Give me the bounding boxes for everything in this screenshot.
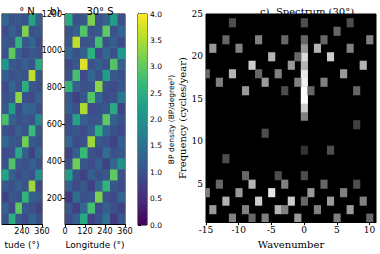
svg-text:3.0: 3.0 xyxy=(150,62,162,71)
svg-text:30° S: 30° S xyxy=(86,6,113,17)
svg-text:10: 10 xyxy=(364,225,376,235)
svg-text:400: 400 xyxy=(47,157,62,166)
svg-text:200: 200 xyxy=(47,194,62,203)
svg-text:600: 600 xyxy=(47,120,62,129)
svg-text:240: 240 xyxy=(14,227,29,236)
svg-text:Frequency (cycles/year): Frequency (cycles/year) xyxy=(177,57,188,179)
svg-text:-5: -5 xyxy=(267,225,276,235)
svg-text:5: 5 xyxy=(197,179,203,189)
svg-text:1000: 1000 xyxy=(42,46,62,55)
svg-text:120: 120 xyxy=(77,227,92,236)
svg-text:Spectrum (30°): Spectrum (30°) xyxy=(276,6,354,17)
svg-text:BP density (BP/degree²): BP density (BP/degree²) xyxy=(167,75,176,164)
svg-text:0: 0 xyxy=(62,227,67,236)
svg-text:1.0: 1.0 xyxy=(150,168,162,177)
svg-text:20: 20 xyxy=(192,51,204,61)
svg-text:2.5: 2.5 xyxy=(150,89,162,98)
svg-text:15: 15 xyxy=(192,94,204,104)
svg-text:c): c) xyxy=(260,6,270,17)
svg-text:Longitude (°): Longitude (°) xyxy=(65,240,124,250)
svg-text:240: 240 xyxy=(97,227,112,236)
svg-text:4.0: 4.0 xyxy=(150,10,162,19)
svg-text:° N: ° N xyxy=(19,6,35,17)
svg-text:-15: -15 xyxy=(199,225,214,235)
svg-text:360: 360 xyxy=(117,227,132,236)
svg-text:2.0: 2.0 xyxy=(150,115,162,124)
svg-text:0.0: 0.0 xyxy=(150,221,162,230)
svg-text:-10: -10 xyxy=(231,225,246,235)
svg-text:3.5: 3.5 xyxy=(150,36,162,45)
svg-text:5: 5 xyxy=(334,225,340,235)
svg-text:0.5: 0.5 xyxy=(150,194,162,203)
svg-text:25: 25 xyxy=(192,9,204,19)
svg-text:10: 10 xyxy=(192,136,204,146)
svg-text:Wavenumber: Wavenumber xyxy=(258,239,325,250)
svg-text:800: 800 xyxy=(47,83,62,92)
svg-text:1.5: 1.5 xyxy=(150,141,162,150)
svg-text:360: 360 xyxy=(34,227,49,236)
svg-text:tude (°): tude (°) xyxy=(5,240,40,250)
svg-text:b): b) xyxy=(50,6,60,17)
svg-text:0: 0 xyxy=(301,225,307,235)
